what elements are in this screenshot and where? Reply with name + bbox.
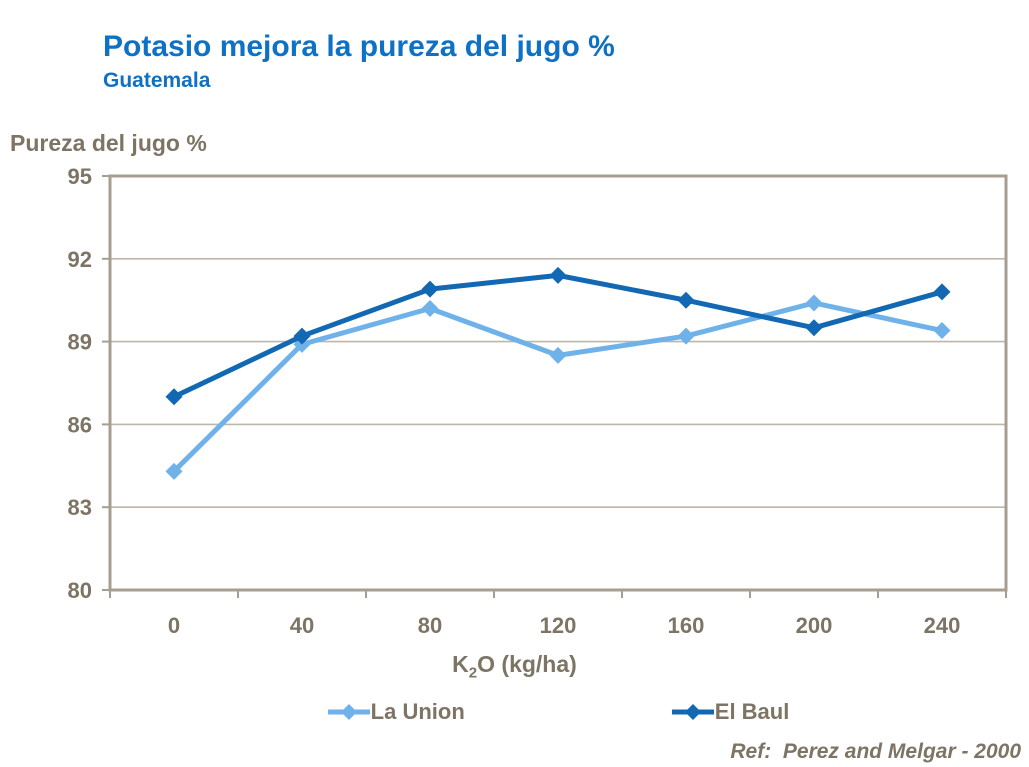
series-line-la-union — [171, 300, 945, 474]
x-tick-label: 160 — [668, 613, 705, 638]
x-tick-label: 80 — [418, 613, 442, 638]
data-point-la-union — [933, 322, 951, 340]
data-point-el-baul — [421, 280, 439, 298]
legend-marker-icon — [327, 704, 370, 720]
data-point-el-baul — [549, 266, 567, 284]
legend-label: El Baul — [714, 699, 790, 724]
series-line-el-baul — [171, 272, 945, 400]
data-point-la-union — [549, 346, 567, 364]
data-point-la-union — [421, 299, 439, 317]
legend: La Union El Baul — [110, 701, 1006, 723]
y-tick-label: 83 — [68, 495, 92, 520]
data-point-el-baul — [805, 319, 823, 337]
y-tick-label: 86 — [68, 412, 92, 437]
y-tick-label: 92 — [68, 247, 92, 272]
data-point-el-baul — [293, 327, 311, 345]
data-point-la-union — [805, 294, 823, 312]
x-tick-label: 200 — [796, 613, 833, 638]
data-point-la-union — [165, 462, 183, 480]
y-tick-label: 95 — [68, 164, 92, 189]
data-point-el-baul — [933, 283, 951, 301]
data-point-la-union — [677, 327, 695, 345]
x-tick-label: 40 — [290, 613, 314, 638]
x-axis-title-sub: 2 — [468, 664, 478, 682]
x-tick-label: 120 — [540, 613, 577, 638]
data-point-el-baul — [677, 291, 695, 309]
reference-text: Ref: Perez and Melgar - 2000 — [730, 740, 1021, 763]
x-axis-title-post: O (kg/ha) — [477, 651, 577, 677]
plot-border — [108, 174, 1008, 592]
chart-subtitle: Guatemala — [103, 69, 211, 92]
x-axis-title-pre: K — [452, 651, 469, 677]
x-tick-label: 0 — [168, 613, 180, 638]
y-tick-label: 89 — [68, 330, 92, 355]
legend-item-el-baul: El Baul — [671, 699, 790, 724]
chart-title: Potasio mejora la pureza del jugo % — [103, 30, 615, 63]
legend-label: La Union — [370, 699, 465, 724]
legend-item-la-union: La Union — [327, 701, 465, 723]
data-point-el-baul — [165, 388, 183, 406]
legend-marker-icon — [671, 704, 714, 720]
x-axis-title: K2O (kg/ha) — [0, 651, 1029, 682]
y-tick-label: 80 — [68, 578, 92, 603]
x-tick-label: 240 — [924, 613, 961, 638]
y-axis-title: Pureza del jugo % — [10, 130, 207, 156]
